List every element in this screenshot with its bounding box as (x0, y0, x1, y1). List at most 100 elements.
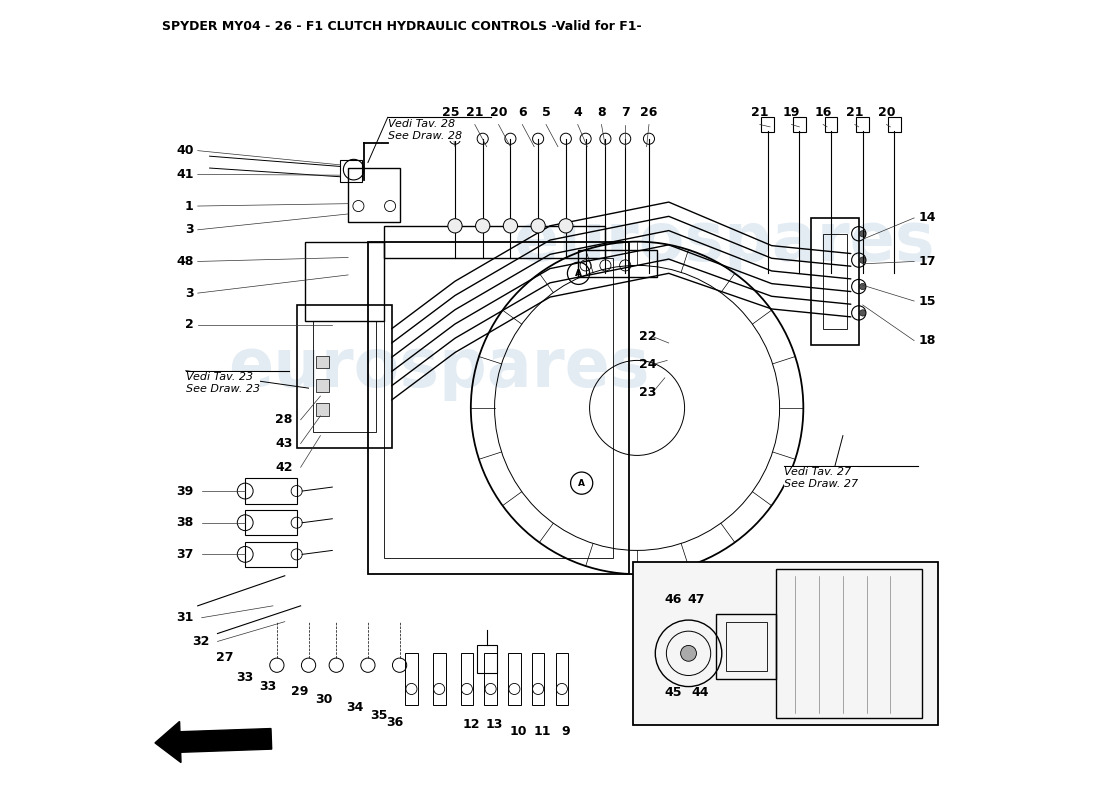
Text: eurospares: eurospares (229, 335, 650, 402)
Bar (245, 542, 297, 567)
Text: 30: 30 (315, 693, 332, 706)
Bar (857, 117, 869, 133)
Text: 42: 42 (275, 461, 293, 474)
Text: 43: 43 (275, 437, 293, 450)
Text: 19: 19 (783, 106, 800, 119)
Bar (812, 218, 859, 345)
Bar (384, 226, 605, 258)
Text: Vedi Tav. 28
See Draw. 28: Vedi Tav. 28 See Draw. 28 (387, 119, 462, 141)
Bar (348, 168, 399, 222)
Bar (477, 646, 497, 673)
Text: 28: 28 (275, 414, 293, 426)
Text: 37: 37 (176, 548, 194, 561)
Bar (367, 242, 629, 574)
Text: 8: 8 (597, 106, 606, 119)
Text: 20: 20 (878, 106, 895, 119)
Text: 3: 3 (185, 223, 194, 236)
Text: 1: 1 (185, 199, 194, 213)
Bar (776, 570, 922, 718)
Bar (556, 654, 569, 705)
Text: A: A (579, 478, 585, 488)
Circle shape (448, 218, 462, 233)
Text: 27: 27 (216, 650, 233, 664)
Text: 17: 17 (918, 255, 936, 268)
Text: 33: 33 (235, 670, 253, 683)
Bar (245, 478, 297, 504)
Bar (716, 614, 776, 678)
Bar (317, 403, 329, 416)
Text: 24: 24 (639, 358, 657, 371)
Text: 46: 46 (664, 593, 681, 606)
Text: 29: 29 (292, 685, 308, 698)
Bar (245, 510, 297, 535)
Bar (726, 622, 767, 670)
Bar (823, 234, 847, 329)
Text: 20: 20 (490, 106, 507, 119)
Circle shape (859, 257, 866, 263)
Bar (634, 562, 938, 725)
Bar (484, 654, 497, 705)
Text: 14: 14 (918, 211, 936, 225)
Bar (825, 117, 837, 133)
Circle shape (559, 218, 573, 233)
Bar (531, 654, 544, 705)
Bar (317, 379, 329, 392)
Bar (340, 160, 362, 182)
Text: 16: 16 (814, 106, 832, 119)
Text: Vedi Tav. 23
See Draw. 23: Vedi Tav. 23 See Draw. 23 (186, 372, 260, 394)
Circle shape (859, 310, 866, 316)
Text: 6: 6 (518, 106, 527, 119)
Bar (305, 242, 384, 321)
Text: 15: 15 (918, 294, 936, 307)
Text: 35: 35 (371, 709, 387, 722)
Text: SPYDER MY04 - 26 - F1 CLUTCH HYDRAULIC CONTROLS -Valid for F1-: SPYDER MY04 - 26 - F1 CLUTCH HYDRAULIC C… (162, 20, 641, 33)
Text: 45: 45 (664, 686, 682, 699)
Text: 36: 36 (386, 717, 404, 730)
Text: 41: 41 (176, 168, 194, 181)
Circle shape (504, 218, 517, 233)
Bar (312, 321, 376, 432)
Text: 32: 32 (192, 635, 210, 648)
Text: 2: 2 (185, 318, 194, 331)
Text: 38: 38 (176, 516, 194, 530)
Bar (317, 356, 329, 368)
Text: 10: 10 (509, 725, 527, 738)
Text: 4: 4 (573, 106, 582, 119)
FancyArrow shape (155, 722, 272, 762)
Text: 7: 7 (620, 106, 629, 119)
Bar (508, 654, 520, 705)
Circle shape (859, 283, 866, 290)
Text: 12: 12 (462, 718, 480, 731)
Circle shape (531, 218, 546, 233)
Bar (461, 654, 473, 705)
Text: 21: 21 (751, 106, 769, 119)
Text: 13: 13 (486, 718, 504, 731)
Text: 39: 39 (176, 485, 194, 498)
Text: 5: 5 (541, 106, 550, 119)
Bar (888, 117, 901, 133)
Bar (297, 305, 392, 447)
Bar (761, 117, 774, 133)
Text: 33: 33 (260, 680, 277, 693)
Text: 47: 47 (688, 593, 705, 606)
Text: 48: 48 (176, 255, 194, 268)
Bar (384, 258, 614, 558)
Text: 21: 21 (846, 106, 864, 119)
Text: 9: 9 (561, 725, 570, 738)
Text: 11: 11 (534, 725, 551, 738)
Bar (793, 117, 805, 133)
Circle shape (859, 230, 866, 237)
Text: 44: 44 (692, 686, 710, 699)
Text: 26: 26 (640, 106, 658, 119)
Text: Vedi Tav. 27
See Draw. 27: Vedi Tav. 27 See Draw. 27 (783, 467, 858, 489)
Text: A: A (575, 269, 582, 278)
Text: 31: 31 (176, 611, 194, 624)
Text: 25: 25 (442, 106, 460, 119)
Text: 21: 21 (466, 106, 484, 119)
Bar (432, 654, 446, 705)
Text: 34: 34 (346, 701, 364, 714)
Text: 40: 40 (176, 144, 194, 157)
Bar (578, 250, 657, 278)
Circle shape (681, 646, 696, 662)
Text: 3: 3 (185, 286, 194, 300)
